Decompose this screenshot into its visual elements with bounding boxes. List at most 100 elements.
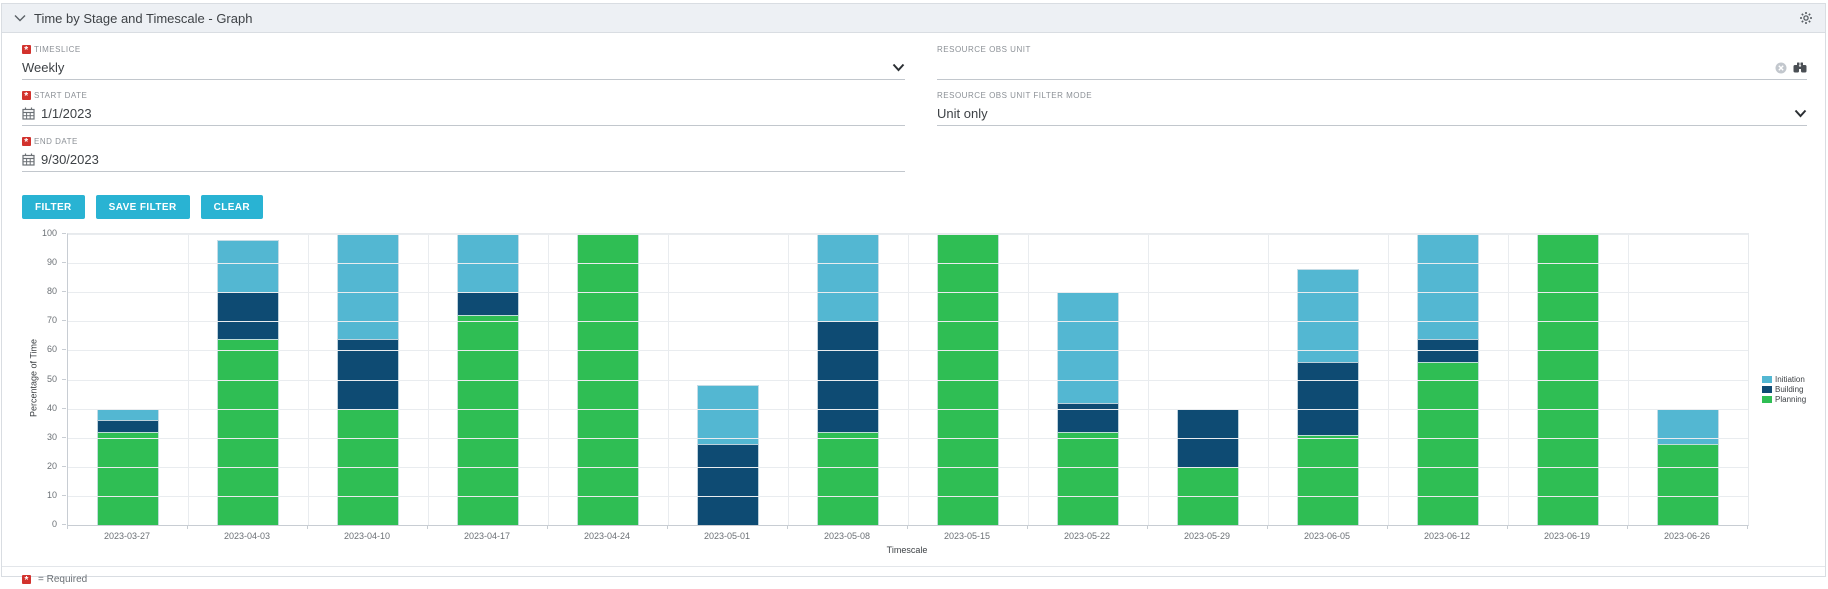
gridline-vertical [1268,234,1269,525]
y-tick-label: 50 [46,373,57,384]
x-tick-label: 2023-05-01 [703,531,751,541]
calendar-icon[interactable] [22,107,35,120]
collapse-chevron-icon[interactable] [14,14,26,22]
resource-obs-unit-filter-mode-label: RESOURCE OBS UNIT FILTER MODE [937,91,1093,100]
bar-segment-planning [1056,431,1120,525]
timeslice-value: Weekly [22,60,65,75]
y-tick-mark [62,262,66,264]
gridline-vertical [668,234,669,525]
x-tick-label: 2023-05-08 [823,531,871,541]
x-tick-mark [787,525,788,529]
bar-segment-planning [816,431,880,525]
y-tick-mark [62,494,66,496]
bar-segment-initiation [336,234,400,339]
bar-segment-planning [456,315,520,525]
y-tick-mark [62,436,66,438]
y-axis: 0 10 20 30 40 50 60 70 80 90 100 [20,228,66,529]
gridline-vertical [1028,234,1029,525]
bar-segment-initiation [96,408,160,421]
panel-footer: * = Required [2,566,1825,586]
clear-button[interactable]: CLEAR [200,195,264,219]
end-date-input[interactable]: 9/30/2023 [22,148,905,172]
gridline-vertical [428,234,429,525]
gridline-vertical [1628,234,1629,525]
legend-swatch [1762,376,1772,383]
start-date-input[interactable]: 1/1/2023 [22,102,905,126]
bar-segment-planning [216,338,280,525]
bar-segment-building [1296,362,1360,435]
bar-slot [1028,234,1148,525]
legend-item: Building [1762,385,1806,394]
end-date-label: * END DATE [22,135,905,148]
legend-item: Initiation [1762,375,1806,384]
time-by-stage-panel: Time by Stage and Timescale - Graph [1,3,1826,586]
calendar-icon[interactable] [22,153,35,166]
resource-obs-unit-filter-mode-select[interactable]: Unit only [937,102,1807,126]
y-tick-label: 100 [41,228,57,238]
panel-header: Time by Stage and Timescale - Graph [2,4,1825,33]
clear-circle-x-icon[interactable] [1775,62,1787,74]
stacked-bar [216,239,280,525]
save-filter-button[interactable]: SAVE FILTER [95,195,190,219]
gear-icon[interactable] [1799,11,1813,25]
y-tick-mark [62,349,66,351]
bar-segment-initiation [696,385,760,444]
gridline-vertical [1148,234,1149,525]
chevron-down-icon[interactable] [1794,109,1807,118]
resource-obs-unit-input[interactable] [937,56,1807,80]
x-axis: 2023-03-27 2023-04-03 2023-04-10 2023-04-17… [67,531,1747,541]
stacked-bar-chart: Percentage of Time 0 10 20 30 40 50 60 70 80 90 10… [20,228,1807,559]
x-tick-label: 2023-04-10 [343,531,391,541]
timeslice-select[interactable]: Weekly [22,56,905,80]
required-note: = Required [38,574,88,585]
resource-obs-unit-filter-mode-field: RESOURCE OBS UNIT FILTER MODE Unit only [937,89,1807,126]
bar-segment-building [216,292,280,339]
resource-obs-unit-label: RESOURCE OBS UNIT [937,45,1031,54]
chevron-down-icon[interactable] [892,63,905,72]
gridline-vertical [1508,234,1509,525]
y-tick-label: 70 [46,315,57,326]
panel-title: Time by Stage and Timescale - Graph [34,10,253,26]
bar-segment-planning [1656,443,1720,525]
required-icon: * [22,575,31,586]
y-tick-mark [62,378,66,380]
x-tick-label: 2023-06-05 [1303,531,1351,541]
stacked-bar [1656,408,1720,525]
x-tick-label: 2023-05-22 [1063,531,1111,541]
bar-segment-initiation [816,234,880,322]
bar-segment-building [696,443,760,525]
filter-form: * TIMESLICE Weekly * START DATE [2,33,1825,181]
y-tick-label: 40 [46,402,57,413]
x-tick-mark [907,525,908,529]
stacked-bar [1056,292,1120,525]
y-tick-label: 0 [51,519,57,529]
x-tick-mark [67,525,68,529]
x-tick-label: 2023-04-24 [583,531,631,541]
bar-segment-building [456,292,520,316]
y-tick-label: 60 [46,344,57,355]
x-tick-label: 2023-05-29 [1183,531,1231,541]
bar-segment-initiation [216,239,280,293]
filter-button[interactable]: FILTER [22,195,85,219]
x-tick-label: 2023-03-27 [103,531,151,541]
x-tick-mark [1627,525,1628,529]
binoculars-browse-icon[interactable] [1793,62,1807,73]
gridline-vertical [788,234,789,525]
x-tick-label: 2023-06-12 [1423,531,1471,541]
gridline-vertical [1388,234,1389,525]
x-tick-label: 2023-06-19 [1543,531,1591,541]
timeslice-label: * TIMESLICE [22,43,905,56]
filter-form-right-column: RESOURCE OBS UNIT [937,43,1807,181]
timeslice-field: * TIMESLICE Weekly [22,43,905,80]
gridline-vertical [308,234,309,525]
y-tick-mark [62,465,66,467]
y-tick-label: 80 [46,286,57,297]
x-tick-mark [427,525,428,529]
start-date-value: 1/1/2023 [41,106,92,121]
bar-segment-initiation [1056,292,1120,403]
required-icon: * [22,91,31,102]
y-tick-label: 90 [46,257,57,268]
bar-slots [68,234,1748,525]
bar-slot [1268,234,1388,525]
bar-segment-building [1056,402,1120,432]
